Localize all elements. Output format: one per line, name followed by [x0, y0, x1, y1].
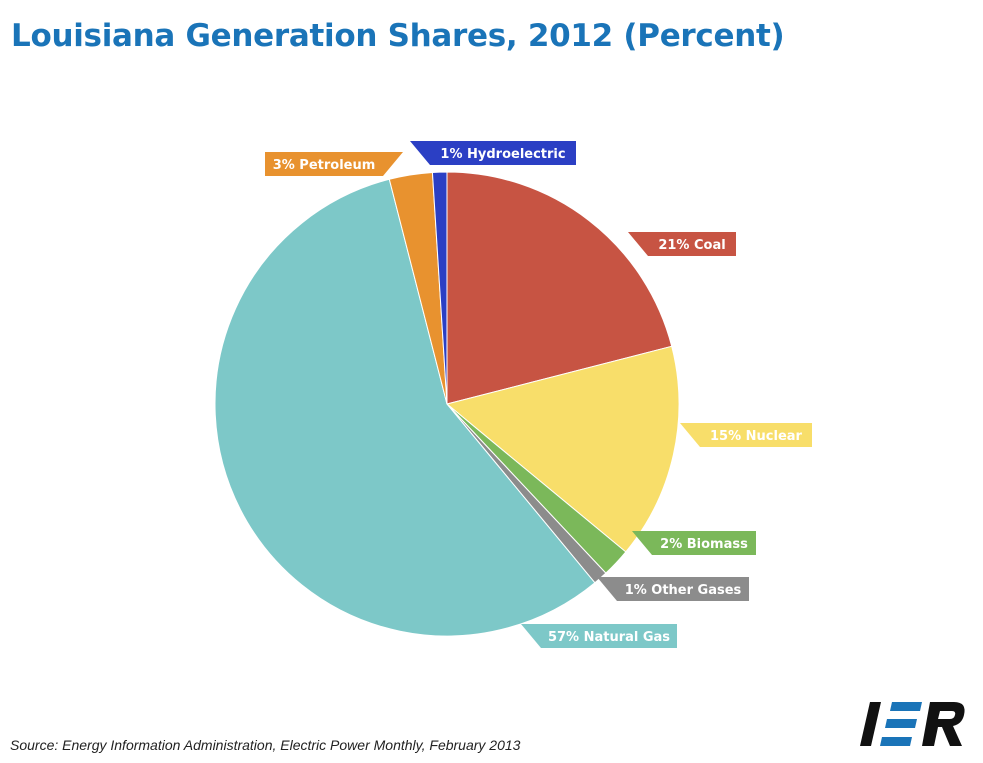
chart-title: Louisiana Generation Shares, 2012 (Perce…	[11, 18, 785, 54]
pie-slice-natural-gas	[214, 178, 596, 637]
label-tab-biomass	[632, 531, 756, 555]
label-tab-other-gases	[597, 577, 749, 601]
label-tab-hydroelectric	[410, 141, 576, 165]
label-text-petroleum: 3% Petroleum	[273, 158, 376, 173]
data-label-natural-gas: 57% Natural Gas	[521, 624, 677, 648]
label-text-nuclear: 15% Nuclear	[710, 429, 803, 444]
data-label-nuclear: 15% Nuclear	[680, 423, 812, 447]
label-tab-natural-gas	[521, 624, 677, 648]
data-label-petroleum: 3% Petroleum	[265, 152, 403, 176]
label-text-other-gases: 1% Other Gases	[625, 583, 742, 598]
ier-logo-icon	[860, 702, 965, 746]
label-tab-coal	[628, 232, 736, 256]
data-label-coal: 21% Coal	[628, 232, 736, 256]
data-label-biomass: 2% Biomass	[632, 531, 756, 555]
data-label-other-gases: 1% Other Gases	[597, 577, 749, 601]
label-text-natural-gas: 57% Natural Gas	[548, 630, 670, 645]
label-tab-petroleum	[265, 152, 403, 176]
data-label-hydroelectric: 1% Hydroelectric	[410, 141, 576, 165]
pie-slice-hydroelectric	[431, 171, 448, 405]
label-tab-nuclear	[680, 423, 812, 447]
label-text-hydroelectric: 1% Hydroelectric	[440, 147, 565, 162]
label-text-biomass: 2% Biomass	[660, 537, 748, 552]
pie-slice-coal	[446, 171, 673, 405]
source-note: Source: Energy Information Administratio…	[10, 737, 521, 753]
label-text-coal: 21% Coal	[658, 238, 725, 253]
